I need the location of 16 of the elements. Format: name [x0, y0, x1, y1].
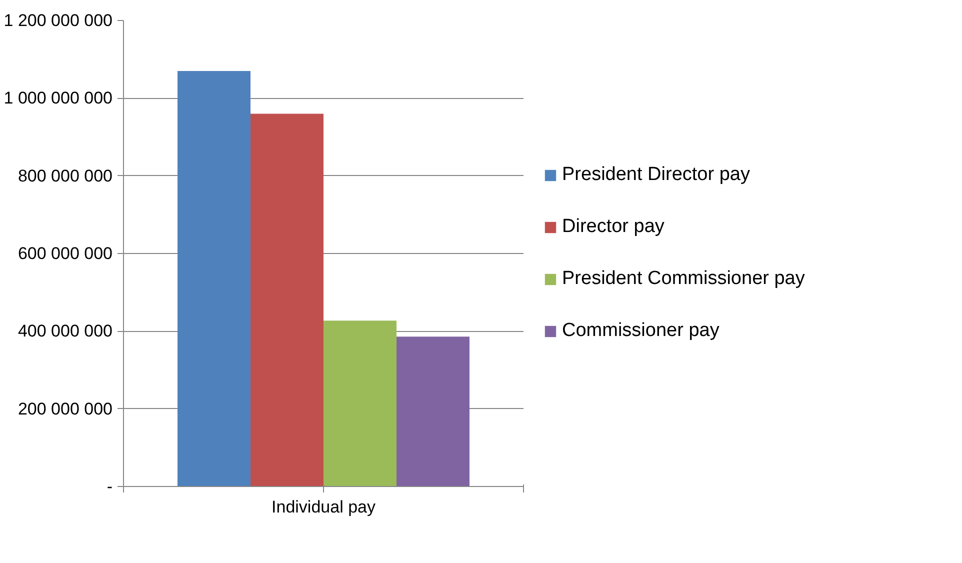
y-tick-label: 600 000 000 [18, 244, 113, 263]
bar [178, 70, 250, 486]
y-tick-label: 800 000 000 [18, 166, 113, 186]
x-tick-label: Individual pay [272, 498, 376, 516]
legend-label: Commissioner pay [562, 320, 720, 342]
legend-label: President Director pay [562, 164, 750, 186]
bar [250, 114, 324, 486]
y-tick-label: 400 000 000 [18, 322, 113, 341]
y-tick-label: - [106, 477, 113, 496]
bar [324, 320, 396, 486]
y-tick-label: 1 000 000 000 [4, 88, 113, 108]
legend-label: President Commissioner pay [562, 268, 805, 290]
legend-label: Director pay [562, 216, 664, 238]
y-tick-label: 1 200 000 000 [4, 11, 113, 30]
bar [396, 336, 470, 486]
y-tick-label: 200 000 000 [18, 399, 113, 418]
